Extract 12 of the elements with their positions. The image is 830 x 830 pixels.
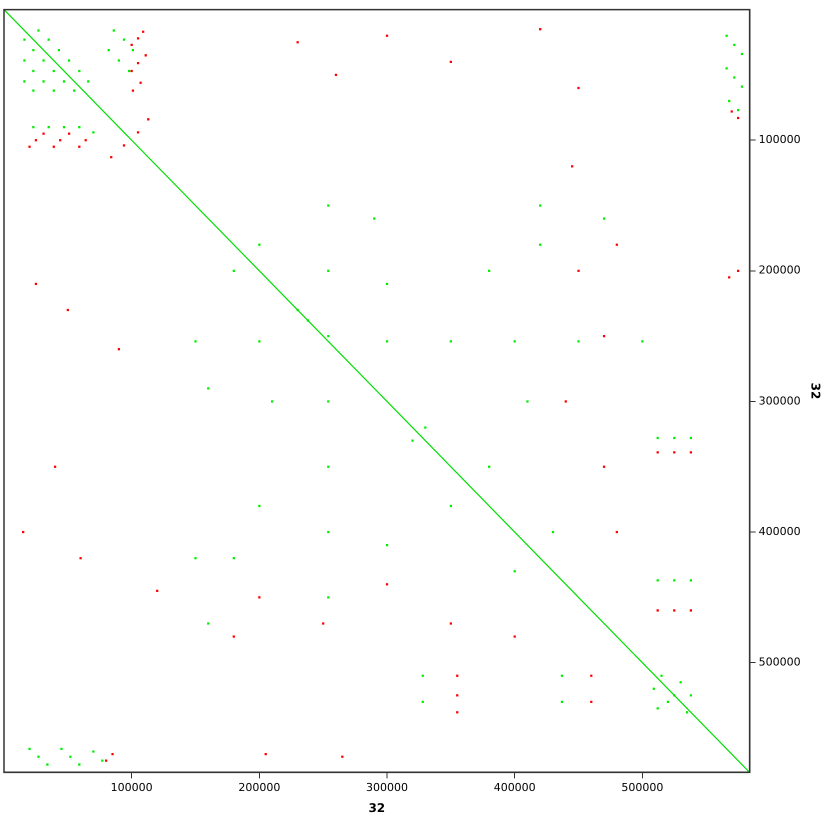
x-tick-label: 200000 — [238, 780, 280, 794]
y-tick-label: 300000 — [758, 394, 801, 408]
x-tick-label: 100000 — [110, 780, 153, 794]
y-tick-label: 100000 — [758, 133, 801, 146]
x-tick-label: 300000 — [366, 780, 408, 794]
y-tick-label: 200000 — [758, 264, 801, 277]
x-axis-title: 32 — [368, 800, 386, 815]
x-tick-label: 500000 — [621, 780, 664, 794]
y-tick-label: 500000 — [758, 656, 801, 669]
y-tick-label: 400000 — [758, 524, 801, 538]
x-tick-label: 400000 — [494, 780, 536, 794]
y-axis-title: 32 — [808, 382, 823, 400]
